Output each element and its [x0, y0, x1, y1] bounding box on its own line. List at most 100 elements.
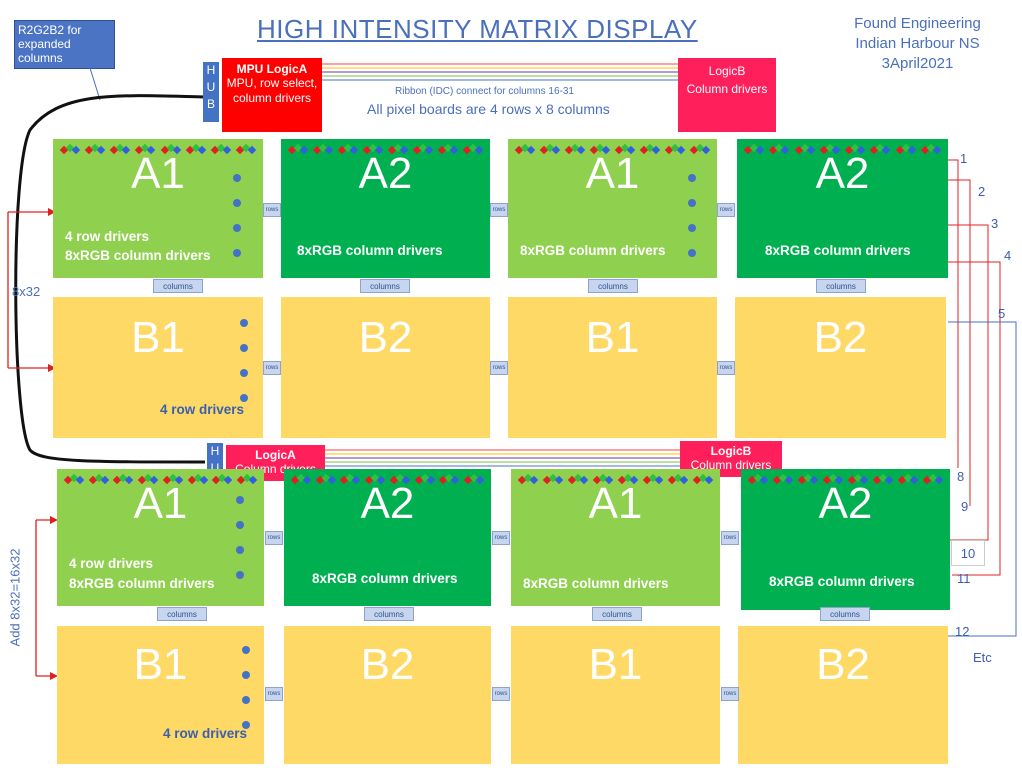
wire-number: 2 [978, 184, 986, 199]
page-title: HIGH INTENSITY MATRIX DISPLAY [257, 14, 698, 44]
columns-arrow: columns [360, 279, 410, 293]
logicb-top-title: LogicB [708, 64, 746, 78]
wire-number: 4 [1004, 248, 1012, 263]
logicb-bottom-title: LogicB [710, 444, 752, 458]
rows-arrow: rows [721, 531, 739, 545]
columns-arrow: columns [364, 607, 414, 621]
board-label: B2 [360, 640, 415, 689]
board-bottom-b2-left: B2 [284, 626, 491, 764]
columns-arrow: columns [588, 279, 638, 293]
row-drivers-text: 4 row drivers [69, 556, 154, 571]
row-drivers-text: 4 row drivers [65, 229, 150, 244]
board-top-a1-right: A1 8xRGB column drivers [508, 139, 717, 278]
row-drivers-text: 4 row drivers [163, 726, 248, 741]
rows-arrow: rows [263, 361, 281, 375]
wire-number: 5 [998, 306, 1006, 321]
board-label: A1 [585, 149, 640, 198]
board-label: A1 [588, 479, 643, 528]
columns-arrow: columns [816, 279, 866, 293]
col-drivers-text: 8xRGB column drivers [765, 243, 911, 258]
board-label: B1 [133, 640, 188, 689]
note-pointer-line [89, 67, 101, 101]
wire-number: 11 [957, 571, 971, 586]
board-top-a2-right: A2 8xRGB column drivers [737, 139, 948, 278]
left-bracket-bottom [35, 519, 50, 677]
pixel-note: All pixel boards are 4 rows x 8 columns [367, 101, 610, 117]
col-drivers-text: 8xRGB column drivers [69, 576, 215, 591]
rows-arrow: rows [265, 531, 283, 545]
wire-number: 10 [951, 540, 985, 566]
columns-arrow: columns [157, 607, 207, 621]
board-label: B1 [588, 640, 643, 689]
rows-arrow: rows [265, 687, 283, 701]
rows-arrow: rows [721, 687, 739, 701]
board-top-a1-left: A1 4 row drivers 8xRGB column drivers [53, 139, 263, 278]
board-bottom-b1-right: B1 [511, 626, 720, 764]
rows-arrow: rows [490, 203, 508, 217]
wire-number: 3 [991, 216, 999, 231]
columns-arrow: columns [820, 607, 870, 621]
board-top-b1-left: B1 4 row drivers [53, 297, 263, 438]
logica-bottom-title: LogicA [255, 448, 296, 462]
board-bottom-a1-right: A1 8xRGB column drivers [511, 469, 720, 606]
right-wire-blue [948, 321, 1017, 637]
hub-cable [14, 94, 206, 464]
rows-arrow: rows [717, 361, 735, 375]
board-bottom-b2-right: B2 [738, 626, 948, 764]
wire-number: 9 [961, 499, 969, 514]
col-drivers-text: 8xRGB column drivers [297, 243, 443, 258]
row-driver-dots [233, 174, 243, 274]
logicb-bottom-body: Column drivers [690, 458, 772, 472]
board-top-a2-left: A2 8xRGB column drivers [281, 139, 490, 278]
rows-arrow: rows [492, 531, 510, 545]
board-top-b2-right: B2 [735, 297, 946, 438]
board-label: A2 [818, 479, 873, 528]
side-label-add: Add 8x32=16x32 [7, 548, 23, 647]
logicb-top-body: Column drivers [686, 82, 768, 96]
col-drivers-text: 8xRGB column drivers [769, 574, 915, 589]
board-label: B2 [813, 313, 868, 362]
col-drivers-text: 8xRGB column drivers [523, 576, 669, 591]
org-line-1: Found Engineering [854, 15, 981, 32]
board-label: A1 [131, 149, 185, 198]
board-bottom-a2-right: A2 8xRGB column drivers [741, 469, 950, 610]
wire-number: 12 [955, 624, 970, 639]
rows-arrow: rows [492, 687, 510, 701]
board-label: A2 [815, 149, 870, 198]
left-bracket-top [7, 211, 48, 369]
board-top-b1-right: B1 [508, 297, 717, 438]
rows-arrow: rows [490, 361, 508, 375]
logicb-top-box: LogicB Column drivers [678, 58, 776, 132]
col-drivers-text: 8xRGB column drivers [520, 243, 666, 258]
col-drivers-text: 8xRGB column drivers [312, 571, 458, 586]
wire-number: 8 [957, 469, 965, 484]
board-label: B1 [585, 313, 640, 362]
etc-label: Etc [973, 650, 992, 665]
board-bottom-a1-left: A1 4 row drivers 8xRGB column drivers [57, 469, 264, 606]
rows-arrow: rows [717, 203, 735, 217]
columns-arrow: columns [592, 607, 642, 621]
org-line-3: 3April2021 [881, 55, 954, 72]
row-drivers-text: 4 row drivers [160, 402, 245, 417]
board-bottom-b1-left: B1 4 row drivers [57, 626, 264, 764]
board-label: A2 [358, 149, 413, 198]
ribbon-note: Ribbon (IDC) connect for columns 16-31 [395, 86, 574, 97]
r2g2b2-note: R2G2B2 for expanded columns [14, 20, 115, 69]
col-drivers-text: 8xRGB column drivers [65, 248, 211, 263]
mpu-title: MPU LogicA [236, 62, 308, 76]
right-wire-1 [948, 159, 959, 468]
rows-arrow: rows [263, 203, 281, 217]
board-bottom-a2-left: A2 8xRGB column drivers [284, 469, 491, 606]
board-top-b2-left: B2 [281, 297, 490, 438]
columns-arrow: columns [153, 279, 203, 293]
mpu-body: MPU, row select, column drivers [226, 76, 318, 105]
board-label: B2 [816, 640, 870, 689]
org-block: Found Engineering Indian Harbour NS 3Apr… [850, 14, 985, 74]
board-label: B1 [131, 313, 185, 362]
board-label: A2 [360, 479, 415, 528]
side-label-8x32: 8x32 [12, 284, 41, 299]
mpu-logica-box: MPU LogicA MPU, row select, column drive… [222, 58, 322, 132]
org-line-2: Indian Harbour NS [855, 35, 980, 52]
